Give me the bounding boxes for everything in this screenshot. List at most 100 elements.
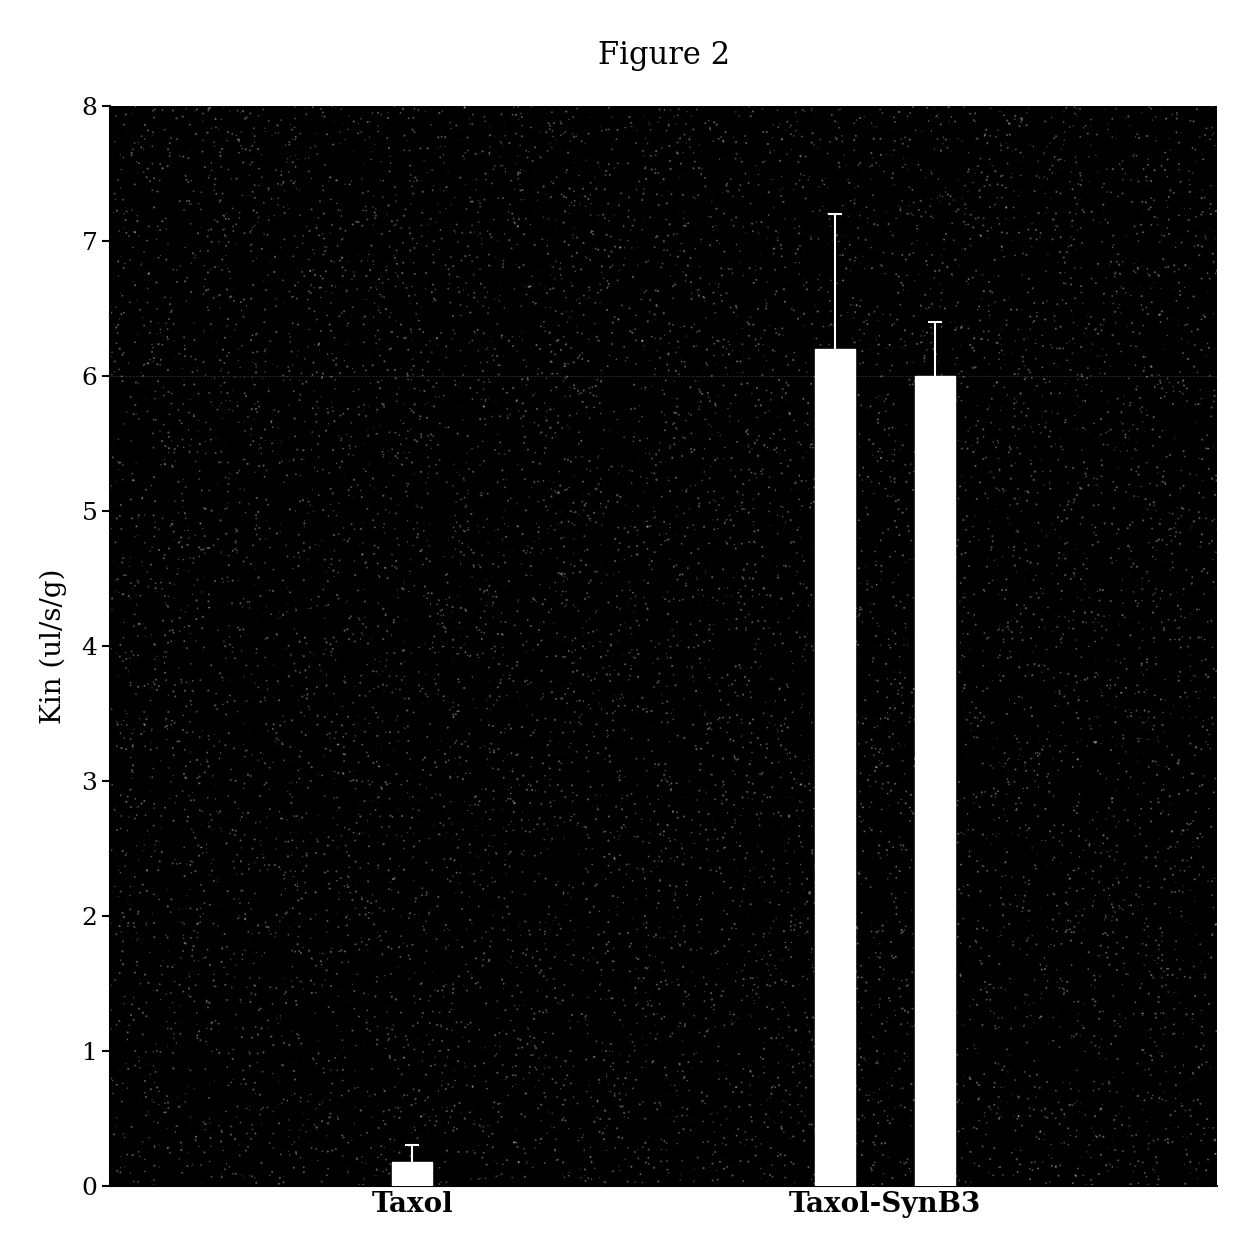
Point: [910, 191, 930, 211]
Point: [269, 674, 289, 694]
Point: [357, 557, 377, 577]
Point: [884, 701, 904, 721]
Point: [365, 517, 385, 537]
Point: [483, 1137, 503, 1157]
Point: [651, 1140, 671, 1160]
Point: [694, 1159, 714, 1179]
Point: [538, 501, 558, 521]
Point: [156, 1102, 176, 1122]
Point: [1004, 399, 1024, 419]
Point: [148, 335, 168, 355]
Point: [375, 398, 395, 418]
Point: [1149, 257, 1169, 277]
Point: [205, 976, 225, 996]
Point: [1067, 713, 1087, 733]
Point: [725, 765, 745, 785]
Point: [497, 527, 517, 547]
Point: [523, 452, 543, 472]
Point: [313, 644, 333, 664]
Point: [664, 664, 684, 684]
Point: [1125, 1156, 1145, 1176]
Point: [167, 272, 187, 292]
Point: [1017, 114, 1037, 135]
Point: [449, 672, 469, 692]
Point: [1204, 868, 1224, 888]
Point: [974, 581, 994, 601]
Point: [454, 634, 474, 654]
Point: [333, 439, 353, 459]
Point: [365, 536, 385, 556]
Point: [639, 572, 659, 593]
Point: [351, 806, 371, 827]
Point: [760, 712, 781, 732]
Point: [628, 644, 649, 664]
Point: [1198, 333, 1218, 353]
Point: [881, 883, 901, 903]
Point: [1017, 931, 1037, 951]
Point: [185, 862, 205, 882]
Point: [313, 580, 333, 600]
Point: [563, 352, 583, 372]
Point: [1145, 579, 1165, 599]
Point: [529, 962, 549, 982]
Point: [163, 1058, 184, 1078]
Point: [647, 775, 667, 795]
Point: [1094, 434, 1114, 454]
Point: [121, 574, 141, 594]
Point: [346, 780, 366, 800]
Point: [323, 135, 343, 155]
Point: [1081, 307, 1101, 327]
Point: [635, 377, 655, 398]
Point: [344, 1113, 365, 1133]
Point: [793, 574, 813, 594]
Point: [317, 725, 337, 745]
Point: [441, 814, 461, 834]
Point: [1091, 409, 1111, 429]
Point: [1022, 312, 1042, 332]
Point: [331, 219, 351, 239]
Point: [601, 226, 621, 247]
Point: [999, 443, 1019, 463]
Point: [1062, 376, 1082, 396]
Point: [507, 454, 527, 474]
Point: [382, 439, 402, 459]
Point: [429, 824, 449, 844]
Point: [810, 652, 830, 672]
Point: [676, 576, 696, 596]
Point: [542, 171, 562, 191]
Point: [284, 409, 304, 429]
Point: [162, 511, 182, 531]
Point: [127, 517, 147, 537]
Point: [1022, 214, 1042, 234]
Point: [290, 1092, 310, 1112]
Point: [690, 760, 710, 780]
Point: [755, 1018, 776, 1038]
Point: [639, 250, 659, 270]
Point: [178, 172, 199, 192]
Point: [165, 713, 185, 733]
Point: [217, 498, 238, 518]
Point: [1158, 1132, 1178, 1152]
Point: [119, 556, 140, 576]
Point: [398, 908, 419, 928]
Point: [535, 922, 556, 942]
Point: [689, 321, 709, 341]
Point: [851, 1014, 871, 1034]
Point: [507, 1120, 527, 1140]
Point: [752, 764, 772, 784]
Point: [176, 508, 196, 528]
Point: [405, 167, 425, 187]
Point: [1198, 1150, 1218, 1170]
Point: [1073, 555, 1094, 575]
Point: [210, 801, 230, 821]
Point: [654, 512, 674, 532]
Point: [471, 629, 491, 649]
Point: [419, 905, 439, 925]
Point: [754, 321, 774, 341]
Point: [952, 823, 972, 843]
Point: [978, 221, 998, 242]
Point: [861, 820, 881, 840]
Point: [372, 185, 392, 205]
Point: [352, 1152, 372, 1172]
Point: [667, 106, 688, 126]
